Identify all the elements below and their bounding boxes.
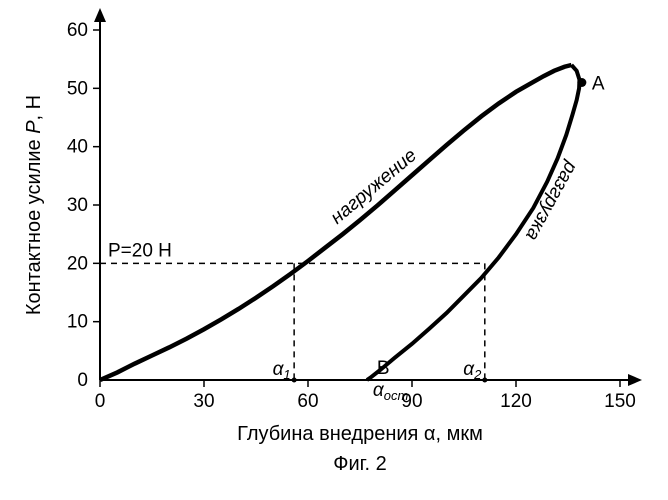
x-tick-label: 0 — [95, 391, 106, 412]
x-tick-label: 120 — [500, 391, 532, 412]
x-tick-label: 60 — [297, 391, 318, 412]
point-b-label: B — [377, 358, 390, 379]
x-tick-label: 150 — [604, 391, 636, 412]
y-tick-label: 50 — [67, 78, 88, 99]
loading-label: нагружение — [327, 145, 421, 229]
y-tick-label: 20 — [67, 253, 88, 274]
alpha1-label: α1 — [273, 359, 291, 382]
alpha-ost-label: αост — [373, 380, 409, 403]
y-axis-title: Контактное усилие P, H — [23, 95, 45, 315]
figure-caption: Фиг. 2 — [333, 453, 386, 475]
chart-svg: 03060901201500102030405060Глубина внедре… — [0, 0, 668, 500]
x-tick-label: 30 — [193, 391, 214, 412]
x-axis-title: Глубина внедрения α, мкм — [237, 423, 483, 445]
y-tick-label: 0 — [77, 370, 88, 391]
y-tick-label: 60 — [67, 20, 88, 41]
alpha2-label: α2 — [463, 359, 482, 382]
x-arrow — [628, 374, 642, 386]
point-a-marker — [577, 78, 586, 87]
p-ref-label: P=20 H — [108, 240, 172, 261]
y-tick-label: 30 — [67, 195, 88, 216]
y-tick-label: 10 — [67, 312, 88, 333]
point-a-label: A — [592, 74, 605, 95]
y-tick-label: 40 — [67, 137, 88, 158]
y-arrow — [94, 8, 106, 22]
chart-container: { "chart": { "type": "line", "width": 66… — [0, 0, 668, 500]
